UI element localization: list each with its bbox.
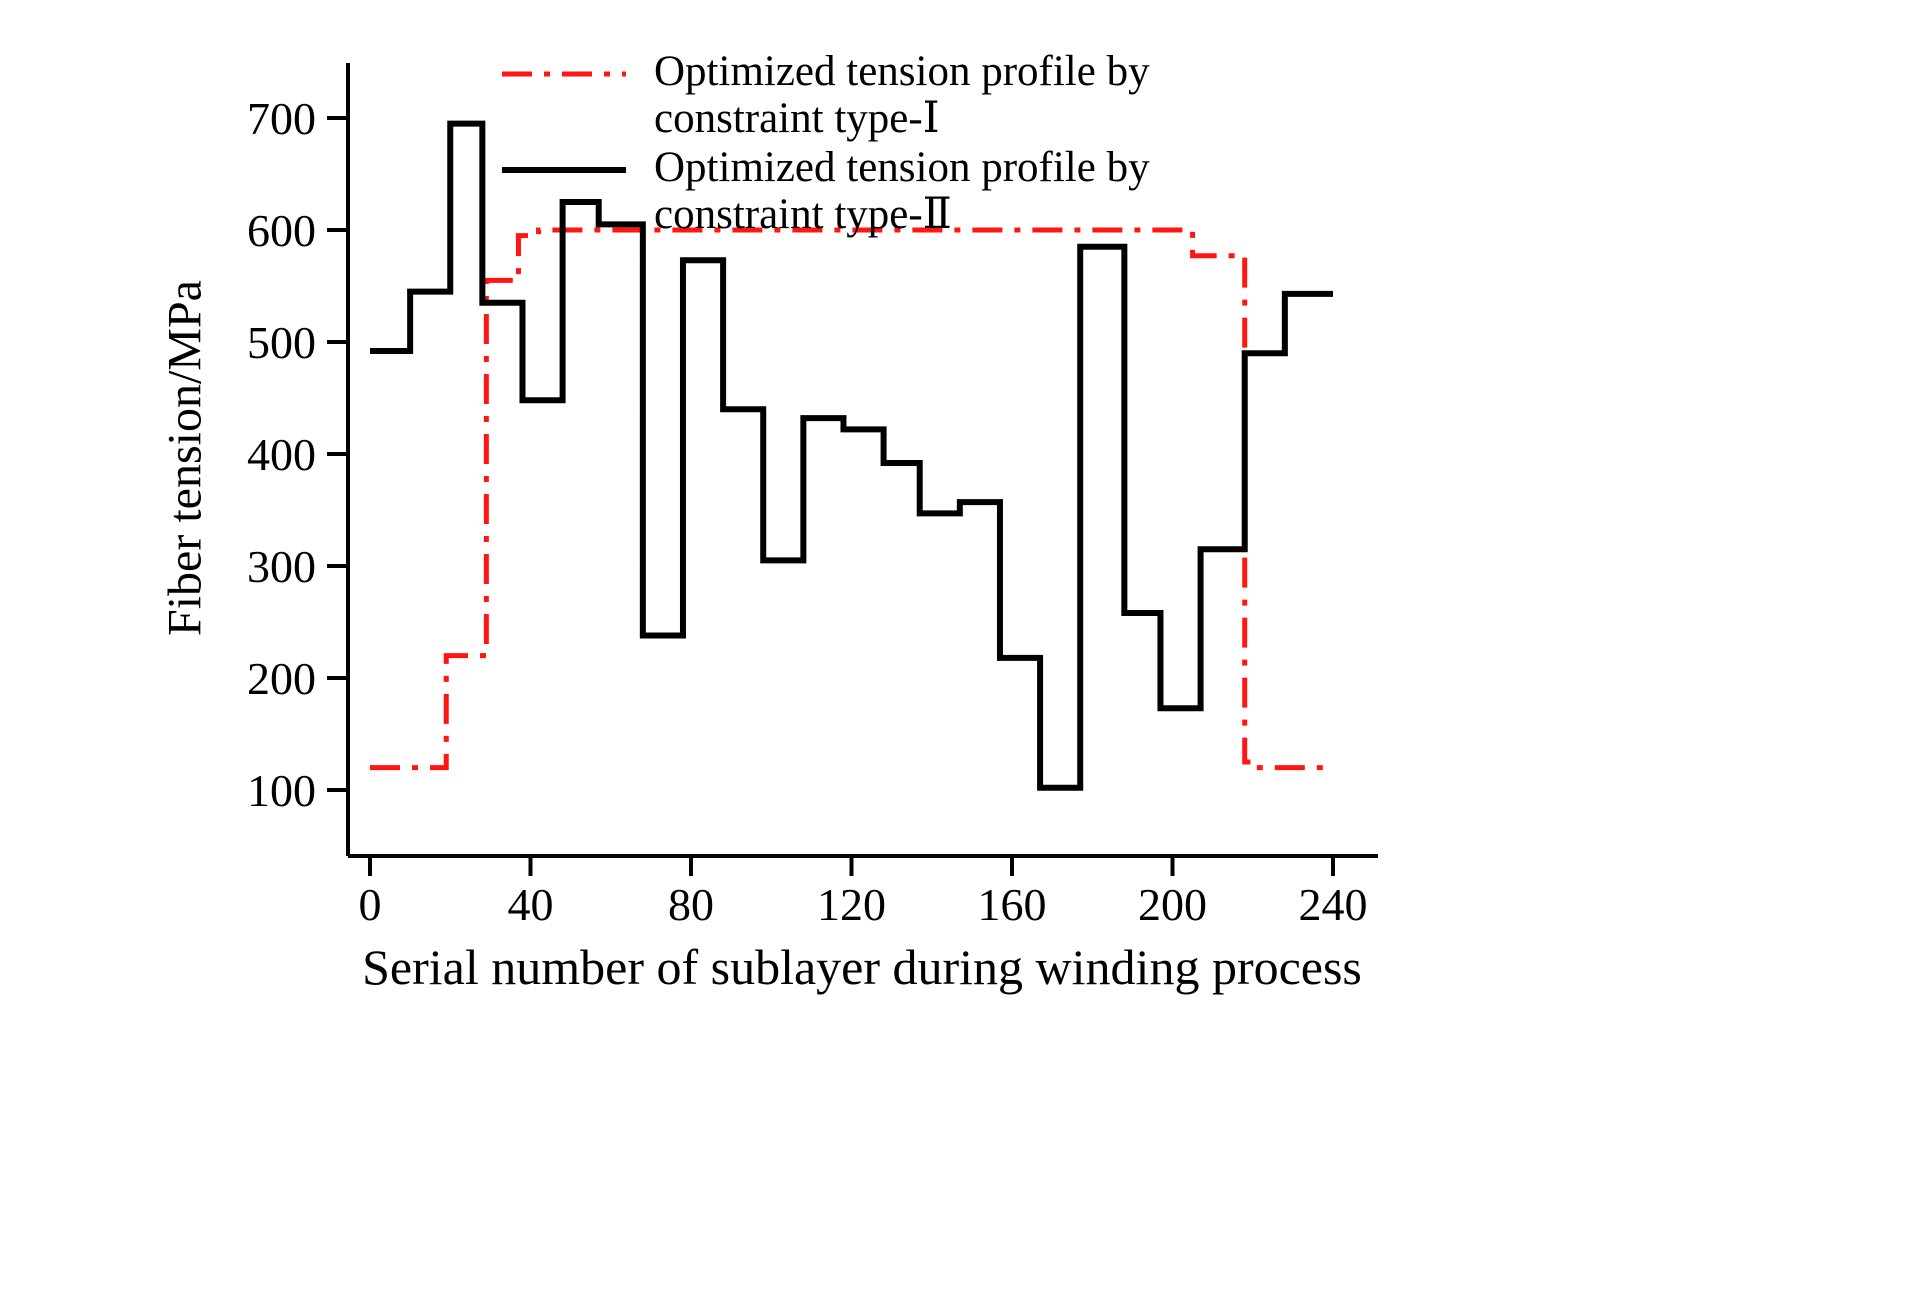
x-tick-label: 240 (1299, 879, 1368, 930)
y-axis-title: Fiber tension/MPa (158, 280, 212, 636)
legend-label-line: Optimized tension profile by (654, 48, 1150, 95)
legend: Optimized tension profile by constraint … (498, 48, 1150, 240)
y-tick-label: 100 (247, 765, 316, 816)
x-tick-label: 80 (668, 879, 714, 930)
series-line-1 (370, 227, 1333, 771)
x-tick-label: 120 (817, 879, 886, 930)
legend-solid-line-icon (502, 167, 626, 173)
x-tick-label: 40 (508, 879, 554, 930)
y-tick-label: 600 (247, 205, 316, 256)
legend-entry-type2: Optimized tension profile by constraint … (498, 144, 1150, 238)
legend-label-line: constraint type-Ⅱ (654, 191, 952, 238)
legend-label-type2: Optimized tension profile by constraint … (654, 144, 1150, 238)
legend-label-line: Optimized tension profile by (654, 144, 1150, 191)
x-axis-title: Serial number of sublayer during winding… (362, 939, 1362, 995)
legend-label-type1: Optimized tension profile by constraint … (654, 48, 1150, 142)
legend-label-line: constraint type-Ⅰ (654, 95, 940, 142)
x-tick-label: 160 (978, 879, 1047, 930)
series-line-2 (370, 120, 1333, 791)
legend-entry-type1: Optimized tension profile by constraint … (498, 48, 1150, 142)
y-tick-label: 400 (247, 429, 316, 480)
x-tick-label: 0 (359, 879, 382, 930)
legend-dashdot-line-icon (502, 71, 626, 77)
x-tick-label: 200 (1138, 879, 1207, 930)
y-tick-label: 700 (247, 93, 316, 144)
y-tick-label: 300 (247, 541, 316, 592)
y-tick-label: 200 (247, 653, 316, 704)
y-tick-label: 500 (247, 317, 316, 368)
